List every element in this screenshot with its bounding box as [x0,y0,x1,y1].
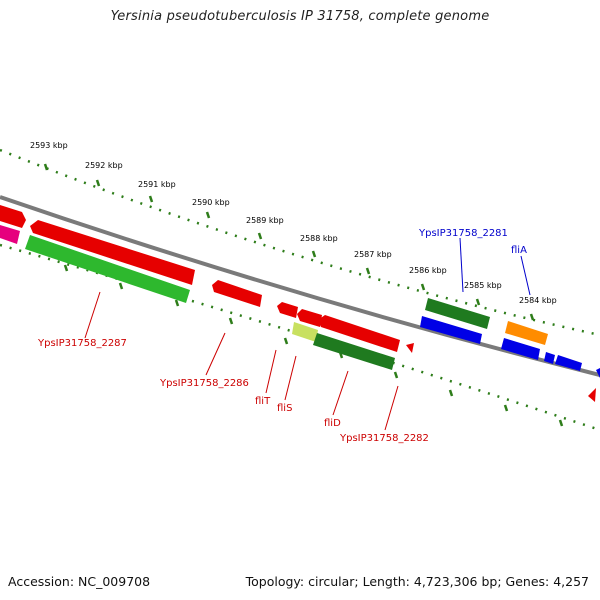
feature-fliT[interactable] [277,302,298,318]
feature-2287-green[interactable] [25,235,190,303]
tick-label: 2589 kbp [246,216,284,225]
tick-label: 2593 kbp [30,141,68,150]
label-leaders [84,237,531,431]
tick-label: 2587 kbp [354,250,392,259]
feature-fliS-yellow[interactable] [292,322,318,342]
tick-label: 2590 kbp [192,198,230,207]
gene-label-fliS[interactable]: fliS [277,403,292,414]
feature-fliA-orange[interactable] [505,321,548,345]
feature-magenta[interactable] [0,225,20,244]
feature-fliS-red[interactable] [297,309,322,327]
tick-label: 2585 kbp [464,281,502,290]
outer-tick-track [0,148,600,337]
feature-2286[interactable] [212,280,262,307]
gene-labels: YpsIP31758_2287 YpsIP31758_2286 fliT fli… [37,228,527,444]
feature-red-right[interactable] [588,388,596,402]
tick-label: 2591 kbp [138,180,176,189]
feature-blue-2[interactable] [544,352,555,364]
accession-text: Accession: NC_009708 [8,574,151,589]
feature-blue-edge[interactable] [596,368,600,378]
feature-2282[interactable] [406,343,414,353]
genome-summary-text: Topology: circular; Length: 4,723,306 bp… [245,574,589,589]
feature-blue-3[interactable] [555,355,582,371]
gene-label-fliA[interactable]: fliA [511,245,527,256]
gene-label-2286[interactable]: YpsIP31758_2286 [159,378,249,389]
feature-2281-blue[interactable] [420,316,482,344]
feature-blue-1[interactable] [501,338,540,360]
major-tick-marks [43,163,535,321]
tick-label: 2586 kbp [409,266,447,275]
feature-fliD-green[interactable] [313,333,395,370]
gene-label-2282[interactable]: YpsIP31758_2282 [339,433,429,444]
tick-labels: 2593 kbp 2592 kbp 2591 kbp 2590 kbp 2589… [30,141,557,305]
feature-red-leftedge[interactable] [0,205,26,228]
tick-label: 2588 kbp [300,234,338,243]
gene-label-fliD[interactable]: fliD [324,418,341,429]
feature-2281-green[interactable] [425,298,490,329]
gene-label-2287[interactable]: YpsIP31758_2287 [37,338,127,349]
gene-label-fliT[interactable]: fliT [255,396,271,407]
feature-2287-region[interactable] [30,220,195,285]
map-title: Yersinia pseudotuberculosis IP 31758, co… [110,9,490,24]
tick-label: 2592 kbp [85,161,123,170]
gene-label-2281[interactable]: YpsIP31758_2281 [418,228,508,239]
genome-backbone [0,195,600,377]
feature-fliD[interactable] [318,315,400,352]
tick-label: 2584 kbp [519,296,557,305]
forward-strand-features[interactable] [0,205,600,402]
